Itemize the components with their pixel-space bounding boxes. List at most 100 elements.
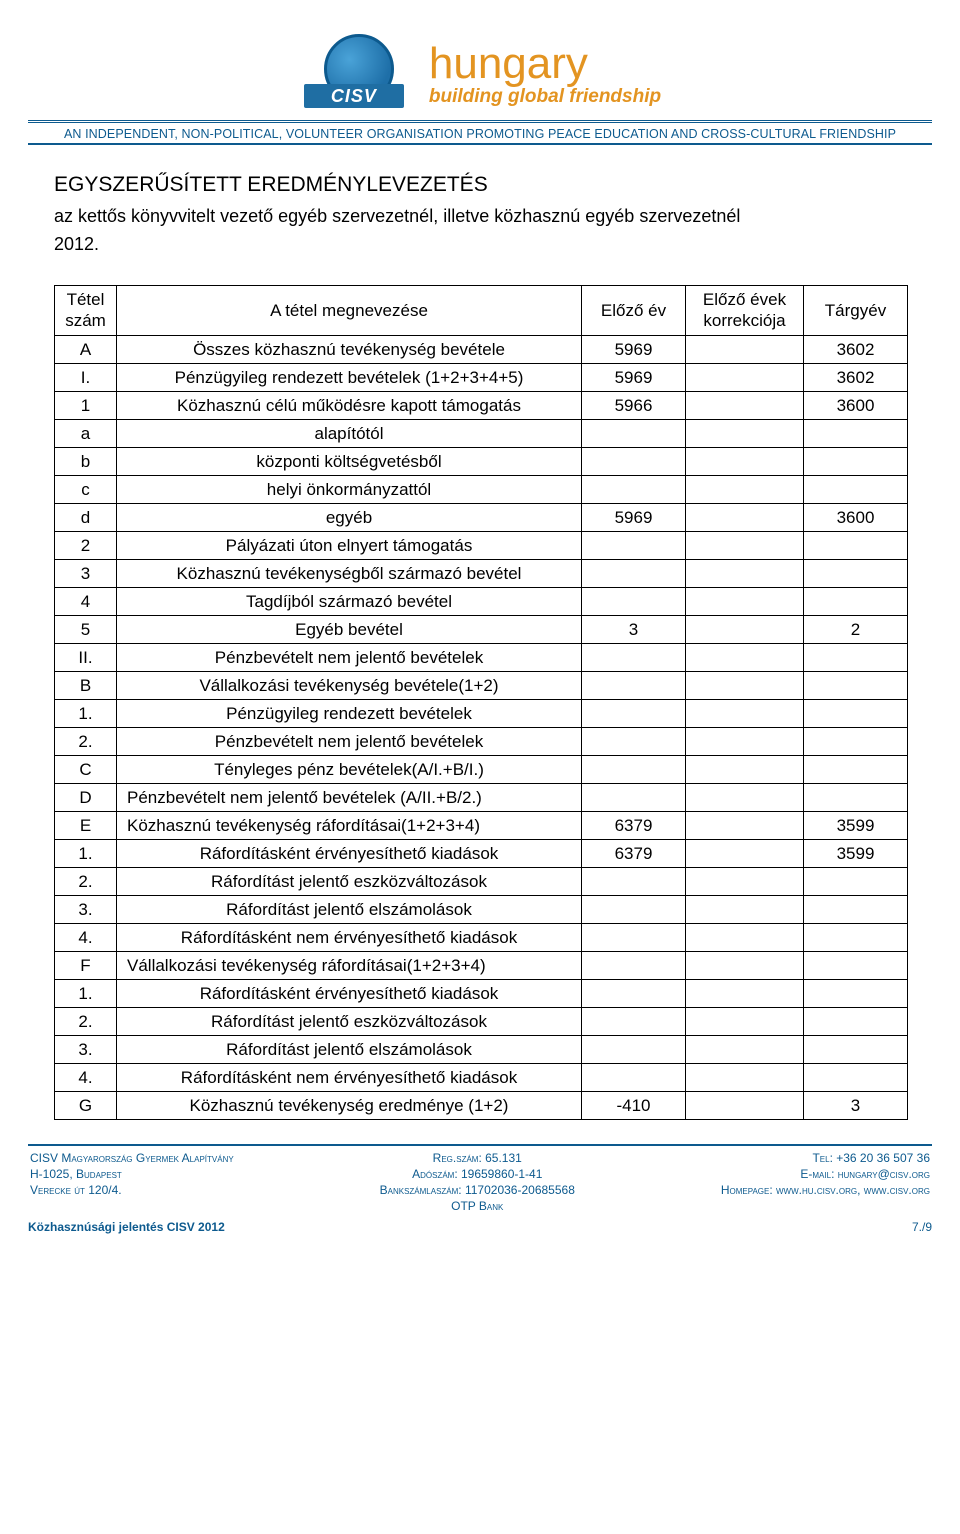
cell-targ (804, 643, 908, 671)
cell-prev: 6379 (582, 839, 686, 867)
cell-id: 3. (55, 895, 117, 923)
cell-prev (582, 587, 686, 615)
cell-id: D (55, 783, 117, 811)
cell-targ (804, 923, 908, 951)
cell-corr (686, 979, 804, 1007)
cell-corr (686, 1063, 804, 1091)
footer-bank: Bankszámlaszám: 11702036-20685568 (380, 1182, 575, 1198)
cell-prev (582, 419, 686, 447)
cell-targ: 3600 (804, 391, 908, 419)
table-row: 1.Ráfordításként érvényesíthető kiadások (55, 979, 908, 1007)
cell-targ: 3602 (804, 363, 908, 391)
cell-prev: -410 (582, 1091, 686, 1119)
cell-prev: 5966 (582, 391, 686, 419)
cell-targ (804, 699, 908, 727)
cell-corr (686, 811, 804, 839)
cell-prev (582, 867, 686, 895)
cell-targ (804, 755, 908, 783)
cell-prev (582, 1035, 686, 1063)
footer-org-name: CISV Magyarország Gyermek Alapítvány (30, 1150, 234, 1166)
cell-corr (686, 1007, 804, 1035)
th-item-no-l1: Tétel (59, 289, 112, 310)
cell-prev (582, 979, 686, 1007)
doc-title: EGYSZERŰSÍTETT EREDMÉNYLEVEZETÉS (54, 173, 908, 197)
cell-name: Ráfordítást jelentő elszámolások (117, 1035, 582, 1063)
table-row: 5Egyéb bevétel32 (55, 615, 908, 643)
cell-corr (686, 783, 804, 811)
table-row: degyéb59693600 (55, 503, 908, 531)
divider-single (28, 143, 932, 145)
cell-id: 2. (55, 867, 117, 895)
footer-mid: Reg.szám: 65.131 Adószám: 19659860-1-41 … (380, 1150, 575, 1215)
cell-corr (686, 419, 804, 447)
cell-name: Ráfordításként érvényesíthető kiadások (117, 839, 582, 867)
cell-name: Közhasznú tevékenység ráfordításai(1+2+3… (117, 811, 582, 839)
cell-id: 3. (55, 1035, 117, 1063)
cell-targ (804, 1007, 908, 1035)
cell-corr (686, 335, 804, 363)
footer-org-addr2: Verecke út 120/4. (30, 1182, 234, 1198)
cell-targ: 2 (804, 615, 908, 643)
cell-corr (686, 895, 804, 923)
cell-corr (686, 475, 804, 503)
cell-corr (686, 671, 804, 699)
th-correction-l2: korrekciója (690, 310, 799, 331)
cell-corr (686, 503, 804, 531)
cell-id: C (55, 755, 117, 783)
cell-targ (804, 475, 908, 503)
cell-name: központi költségvetésből (117, 447, 582, 475)
cell-id: II. (55, 643, 117, 671)
table-row: 1.Ráfordításként érvényesíthető kiadások… (55, 839, 908, 867)
header-logo: CISV hungary building global friendship (28, 18, 932, 114)
cell-id: d (55, 503, 117, 531)
cell-name: Tényleges pénz bevételek(A/I.+B/I.) (117, 755, 582, 783)
cell-name: Pályázati úton elnyert támogatás (117, 531, 582, 559)
cell-corr (686, 923, 804, 951)
cell-prev (582, 1063, 686, 1091)
th-target-year: Tárgyév (804, 286, 908, 336)
cell-corr (686, 951, 804, 979)
page: CISV hungary building global friendship … (0, 0, 960, 1248)
table-row: 2.Ráfordítást jelentő eszközváltozások (55, 867, 908, 895)
cell-targ (804, 895, 908, 923)
cell-prev (582, 895, 686, 923)
cell-targ (804, 1063, 908, 1091)
cell-name: alapítótól (117, 419, 582, 447)
cell-prev (582, 671, 686, 699)
table-head-row: Tétel szám A tétel megnevezése Előző év … (55, 286, 908, 336)
cell-prev (582, 699, 686, 727)
cell-prev: 5969 (582, 335, 686, 363)
org-tagline: AN INDEPENDENT, NON-POLITICAL, VOLUNTEER… (28, 123, 932, 143)
cell-targ: 3 (804, 1091, 908, 1119)
cell-name: Pénzbevételt nem jelentő bevételek (117, 727, 582, 755)
cell-corr (686, 559, 804, 587)
footer-bankname: OTP Bank (380, 1198, 575, 1214)
cell-prev (582, 475, 686, 503)
cell-name: Ráfordításként nem érvényesíthető kiadás… (117, 1063, 582, 1091)
cell-name: Vállalkozási tevékenység bevétele(1+2) (117, 671, 582, 699)
cell-corr (686, 727, 804, 755)
logo-hungary: hungary (429, 44, 661, 84)
table-row: EKözhasznú tevékenység ráfordításai(1+2+… (55, 811, 908, 839)
result-table: Tétel szám A tétel megnevezése Előző év … (54, 285, 908, 1120)
cell-id: 1 (55, 391, 117, 419)
cell-name: Pénzügyileg rendezett bevételek (117, 699, 582, 727)
cell-targ (804, 979, 908, 1007)
cell-id: E (55, 811, 117, 839)
cisv-logo-mark: CISV (299, 24, 419, 114)
cell-name: Ráfordítást jelentő elszámolások (117, 895, 582, 923)
table-row: 2.Pénzbevételt nem jelentő bevételek (55, 727, 908, 755)
cell-id: F (55, 951, 117, 979)
cell-prev (582, 559, 686, 587)
cisv-chip: CISV (304, 84, 404, 108)
table-row: 4.Ráfordításként nem érvényesíthető kiad… (55, 923, 908, 951)
table-row: 1Közhasznú célú működésre kapott támogat… (55, 391, 908, 419)
cell-name: Tagdíjból származó bevétel (117, 587, 582, 615)
cell-corr (686, 615, 804, 643)
cell-corr (686, 587, 804, 615)
footer-left: CISV Magyarország Gyermek Alapítvány H-1… (30, 1150, 234, 1215)
table-row: BVállalkozási tevékenység bevétele(1+2) (55, 671, 908, 699)
cell-id: 3 (55, 559, 117, 587)
cell-prev (582, 923, 686, 951)
cell-prev: 5969 (582, 503, 686, 531)
